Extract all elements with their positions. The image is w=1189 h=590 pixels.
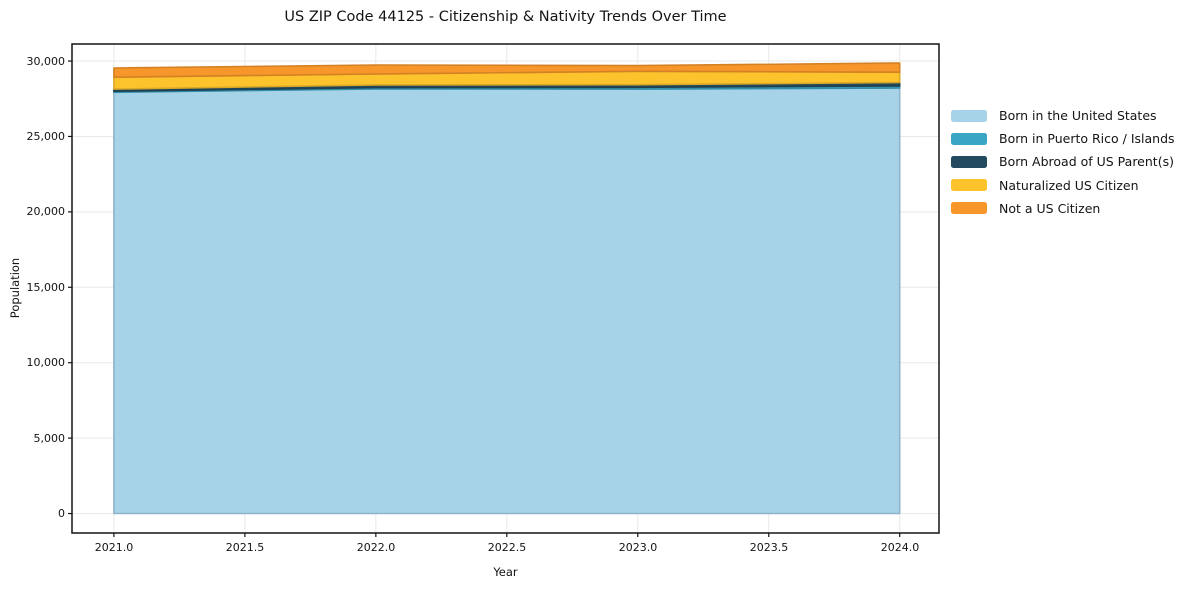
legend-label: Not a US Citizen (999, 200, 1101, 216)
legend-item: Not a US Citizen (951, 197, 1175, 220)
y-tick-label: 0 (58, 507, 65, 520)
legend-swatch-icon (951, 109, 987, 122)
y-tick-label: 20,000 (26, 205, 66, 218)
y-tick-label: 5,000 (33, 432, 66, 445)
legend-label: Born Abroad of US Parent(s) (999, 154, 1174, 170)
legend-swatch-icon (951, 179, 987, 192)
legend-swatch-icon (951, 202, 987, 215)
legend-swatch-icon (951, 132, 987, 145)
x-tick-label: 2023.5 (749, 541, 789, 554)
chart-title: US ZIP Code 44125 - Citizenship & Nativi… (284, 9, 727, 25)
y-tick-label: 10,000 (26, 356, 66, 369)
legend-item: Born in the United States (951, 104, 1175, 127)
area-series-not-a-us-citizen (113, 62, 901, 78)
legend-label: Naturalized US Citizen (999, 177, 1139, 193)
x-tick-label: 2021.5 (225, 541, 265, 554)
legend-item: Born in Puerto Rico / Islands (951, 127, 1175, 150)
legend-item: Born Abroad of US Parent(s) (951, 150, 1175, 173)
y-axis-label: Population (8, 257, 22, 319)
legend-label: Born in Puerto Rico / Islands (999, 131, 1175, 147)
plot-frame (71, 43, 940, 534)
y-tick-label: 15,000 (26, 281, 66, 294)
legend-swatch-icon (951, 155, 987, 168)
x-tick-label: 2021.0 (94, 541, 134, 554)
x-tick-label: 2024.0 (880, 541, 920, 554)
x-axis-label: Year (493, 565, 518, 579)
y-tick-label: 30,000 (26, 55, 66, 68)
legend-label: Born in the United States (999, 108, 1157, 124)
y-tick-label: 25,000 (26, 130, 66, 143)
legend: Born in the United States Born in Puerto … (951, 104, 1175, 220)
area-series-born-in-the-united-states (113, 87, 901, 515)
legend-item: Naturalized US Citizen (951, 174, 1175, 197)
x-tick-label: 2022.0 (356, 541, 396, 554)
x-tick-label: 2023.0 (618, 541, 658, 554)
x-tick-label: 2022.5 (487, 541, 527, 554)
